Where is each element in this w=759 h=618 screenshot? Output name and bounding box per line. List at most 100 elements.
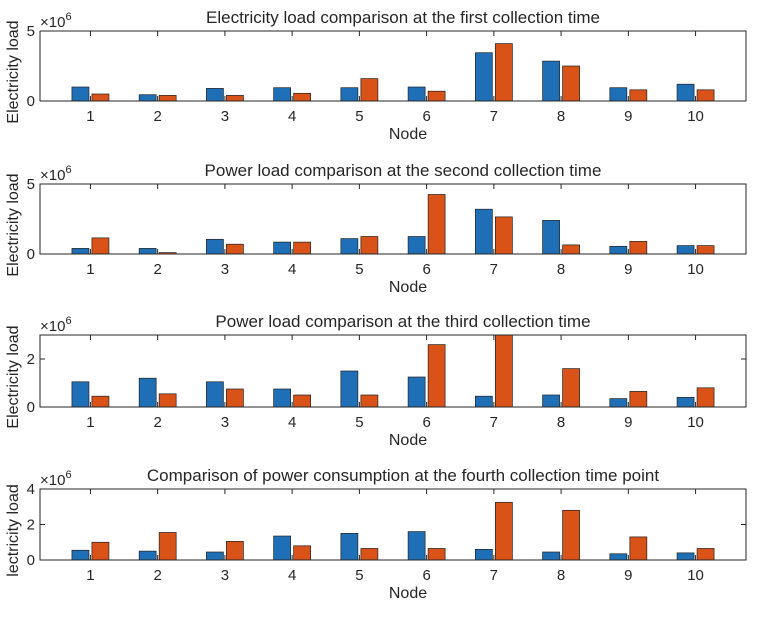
x-tick-label: 3 [221, 261, 229, 278]
bar-s1-node-2 [138, 550, 157, 561]
bar-s1-node-7 [475, 395, 493, 408]
bar-s2-node-7 [495, 501, 513, 561]
chart-title: Electricity load comparison at the first… [206, 8, 600, 27]
bar-s2-node-6 [427, 344, 446, 408]
bar-s1-node-2 [138, 377, 157, 408]
bar-s2-node-8 [562, 65, 580, 102]
bar-s2-node-9 [629, 391, 648, 408]
y-tick-label: 5 [27, 23, 35, 40]
x-tick-label: 1 [86, 567, 94, 584]
x-tick-label: 10 [687, 108, 704, 125]
bar-s1-node-5 [340, 87, 359, 102]
bar-s2-node-10 [696, 89, 715, 102]
bar-s2-node-3 [226, 541, 244, 561]
bar-s2-node-8 [562, 509, 580, 561]
x-axis-label: Node [389, 126, 427, 143]
bar-s2-node-2 [158, 95, 177, 102]
bar-s2-node-2 [158, 532, 177, 561]
x-tick-label: 10 [687, 567, 704, 584]
x-axis-label: Node [389, 432, 427, 449]
x-tick-label: 3 [221, 108, 229, 125]
y-tick-label: 0 [27, 246, 35, 263]
bar-s2-node-7 [495, 334, 513, 408]
x-tick-label: 6 [422, 414, 430, 431]
bar-s2-node-1 [91, 237, 110, 255]
x-tick-label: 9 [624, 108, 632, 125]
bar-s2-node-8 [562, 244, 580, 255]
bar-s2-node-9 [629, 89, 648, 102]
bar-s1-node-9 [609, 553, 628, 561]
y-axis-label: Electricity load [5, 173, 22, 276]
x-tick-label: 10 [687, 414, 704, 431]
y-exponent-power: 6 [65, 164, 71, 176]
y-exponent-label: ×106 [40, 164, 72, 184]
x-tick-label: 5 [355, 567, 363, 584]
bar-s1-node-7 [475, 548, 493, 561]
x-tick-label: 1 [86, 414, 94, 431]
y-exponent-label: ×106 [40, 11, 72, 31]
y-exponent-base: ×10 [40, 167, 65, 184]
bar-s1-node-5 [340, 238, 359, 255]
y-tick-label: 2 [27, 517, 35, 534]
y-exponent-base: ×10 [40, 472, 65, 489]
x-tick-label: 3 [221, 414, 229, 431]
x-tick-label: 8 [557, 414, 565, 431]
y-exponent-power: 6 [65, 469, 71, 481]
x-tick-label: 4 [288, 108, 296, 125]
bar-s1-node-1 [71, 248, 90, 255]
bar-s2-node-8 [562, 368, 580, 408]
x-tick-label: 7 [490, 108, 498, 125]
x-tick-label: 7 [490, 567, 498, 584]
bar-s1-node-3 [206, 238, 224, 255]
x-tick-label: 5 [355, 261, 363, 278]
x-tick-label: 8 [557, 567, 565, 584]
bar-s1-node-4 [273, 535, 291, 561]
bar-s1-node-2 [138, 248, 157, 255]
bar-s2-node-7 [495, 216, 513, 255]
bar-s2-node-5 [360, 394, 379, 408]
x-tick-label: 4 [288, 414, 296, 431]
chart-panel-1: 1 2 3 4 5 6 7 8 9 10 0 5 Electricity load comparison… [5, 8, 747, 143]
bar-s1-node-6 [407, 236, 426, 255]
bar-s1-node-4 [273, 87, 291, 102]
bar-s2-node-5 [360, 548, 379, 561]
x-tick-label: 6 [422, 567, 430, 584]
bar-s1-node-1 [71, 549, 90, 561]
bar-s1-node-6 [407, 531, 426, 561]
bar-s1-node-9 [609, 87, 628, 102]
bar-s1-node-9 [609, 245, 628, 255]
y-tick-label: 2 [27, 351, 35, 368]
chart-title: Power load comparison at the second coll… [205, 161, 602, 180]
bar-s2-node-2 [158, 393, 177, 408]
bar-s2-node-10 [696, 548, 715, 561]
bar-s1-node-10 [676, 245, 695, 255]
y-tick-label: 0 [27, 399, 35, 416]
x-tick-label: 1 [86, 108, 94, 125]
bar-s2-node-7 [495, 43, 513, 102]
bar-s2-node-3 [226, 95, 244, 102]
bar-s2-node-5 [360, 236, 379, 255]
bar-s2-node-5 [360, 78, 379, 102]
bar-s1-node-5 [340, 370, 359, 408]
y-exponent-power: 6 [65, 11, 71, 23]
bar-s1-node-4 [273, 388, 291, 408]
x-tick-label: 7 [490, 414, 498, 431]
y-exponent-base: ×10 [40, 14, 65, 31]
bar-s1-node-7 [475, 52, 493, 102]
bar-s2-node-4 [293, 92, 311, 102]
bar-s2-node-3 [226, 388, 244, 408]
bar-s1-node-1 [71, 86, 90, 102]
axes-box [39, 334, 747, 408]
axes-box [39, 183, 747, 255]
x-axis-label: Node [389, 585, 427, 602]
x-tick-label: 2 [153, 567, 161, 584]
x-tick-label: 4 [288, 261, 296, 278]
chart-title: Power load comparison at the third colle… [215, 312, 590, 331]
axes-box [39, 30, 747, 102]
bar-s2-node-4 [293, 394, 311, 408]
bar-s1-node-3 [206, 381, 224, 408]
chart-panel-3: 1 2 3 4 5 6 7 8 9 10 0 2 Power load comparison at th… [5, 312, 747, 449]
bar-s1-node-10 [676, 552, 695, 561]
x-tick-label: 9 [624, 261, 632, 278]
